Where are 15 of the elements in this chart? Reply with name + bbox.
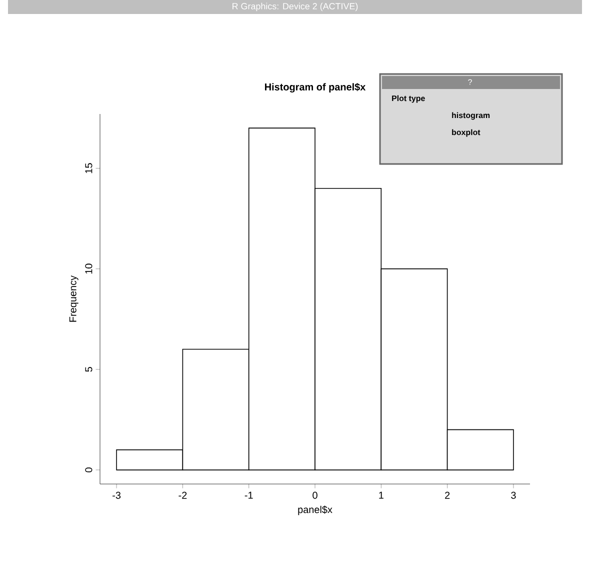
x-axis-title: panel$x xyxy=(298,506,332,516)
y-tick-label: 0 xyxy=(85,468,92,472)
x-tick-label: -2 xyxy=(178,492,187,499)
y-axis-title: Frequency xyxy=(69,275,78,322)
x-tick-label: 1 xyxy=(379,492,384,499)
x-tick-label: -3 xyxy=(112,492,121,499)
y-tick-label: 10 xyxy=(85,264,92,274)
y-tick-label: 15 xyxy=(85,163,92,174)
x-tick-label: -1 xyxy=(244,492,253,499)
x-tick-label: 2 xyxy=(445,492,450,499)
text: R Graphics: Device 2 (ACTIVE) xyxy=(232,2,358,12)
y-tick-label: 5 xyxy=(85,367,92,372)
chart-title: Histogram of panel$x xyxy=(265,82,366,92)
x-tick-label: 0 xyxy=(312,492,318,499)
x-tick-label: 3 xyxy=(511,492,516,499)
